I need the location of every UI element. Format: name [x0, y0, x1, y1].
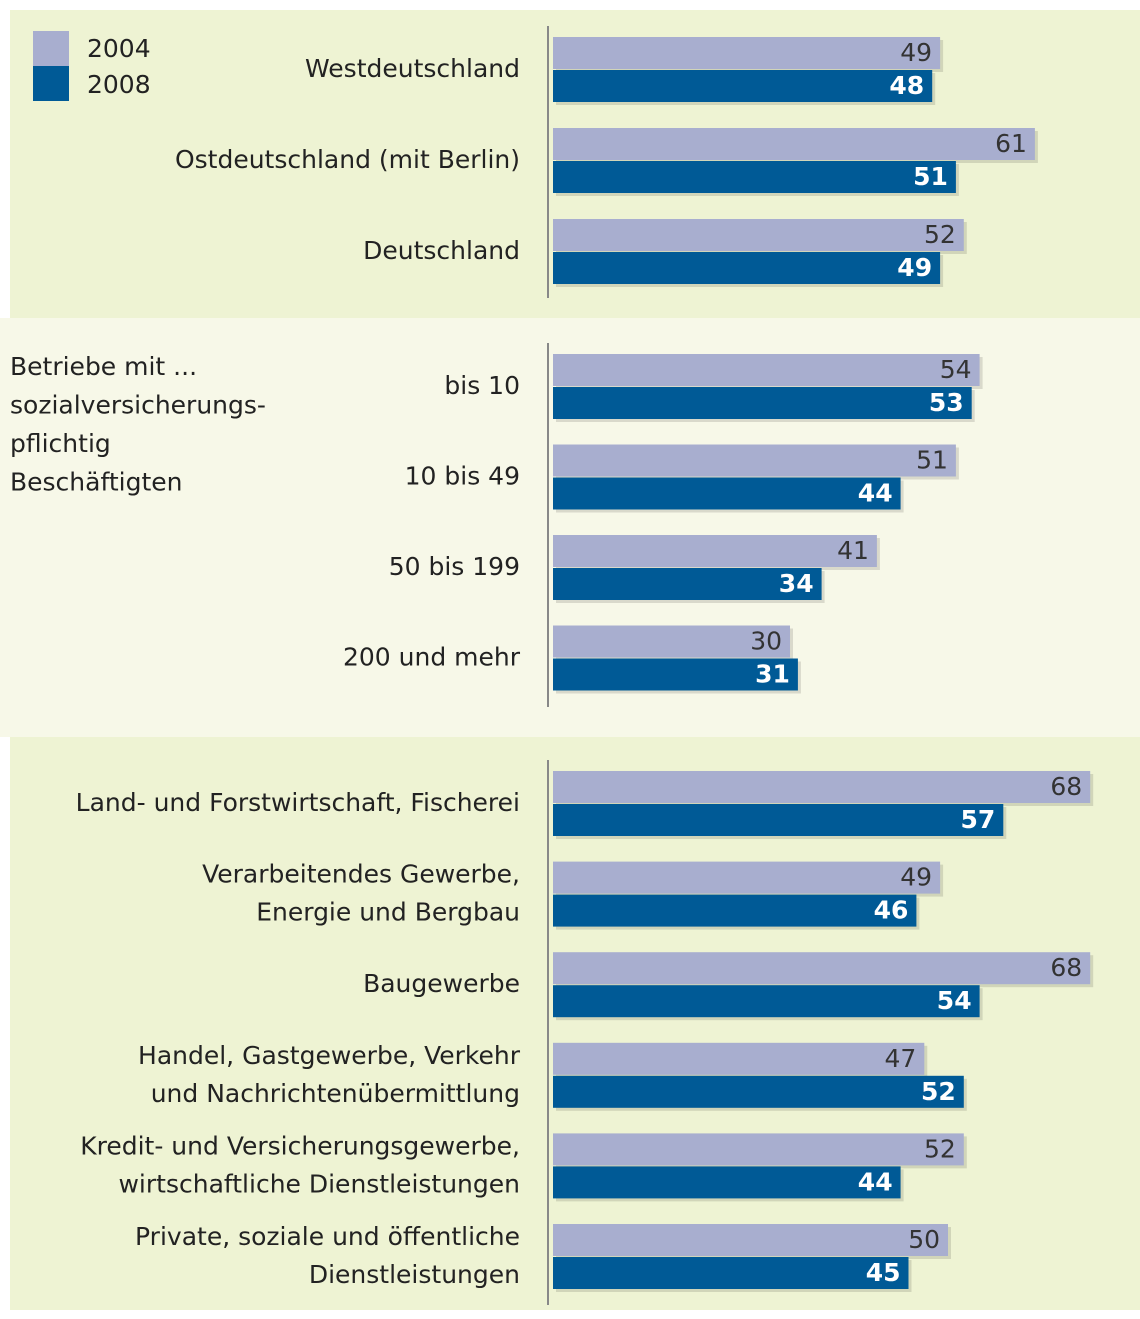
bar	[553, 568, 822, 600]
value-label: 49	[897, 253, 932, 282]
bar	[553, 658, 798, 691]
value-label: 45	[866, 1258, 901, 1287]
value-label: 52	[924, 1134, 956, 1163]
value-label: 51	[916, 446, 948, 475]
bar	[553, 1075, 964, 1108]
bar	[553, 985, 980, 1018]
value-label: 54	[940, 355, 972, 384]
value-label: 61	[995, 129, 1027, 158]
category-label: 10 bis 49	[405, 462, 520, 491]
bar	[553, 252, 941, 284]
bar	[553, 128, 1035, 160]
bar	[553, 444, 956, 477]
value-label: 50	[908, 1225, 940, 1254]
bar	[553, 1042, 925, 1075]
bar	[553, 861, 941, 894]
value-label: 46	[874, 896, 909, 925]
bar	[553, 771, 1091, 803]
value-label: 57	[961, 805, 996, 834]
value-label: 49	[900, 863, 932, 892]
value-label: 44	[858, 479, 893, 508]
category-label: bis 10	[444, 371, 520, 400]
value-label: 52	[924, 220, 956, 249]
annotation: sozialversicherungs-	[10, 391, 266, 420]
bar	[553, 1166, 901, 1199]
category-label: und Nachrichtenübermittlung	[151, 1079, 520, 1108]
category-label: Dienstleistungen	[309, 1260, 520, 1289]
annotation: Beschäftigten	[10, 468, 182, 497]
category-label: 200 und mehr	[343, 643, 521, 672]
category-label: Ostdeutschland (mit Berlin)	[175, 145, 520, 174]
value-label: 47	[884, 1044, 916, 1073]
category-label: Baugewerbe	[363, 969, 520, 998]
annotation: Betriebe mit ...	[10, 352, 197, 381]
legend-label: 2008	[87, 70, 151, 99]
value-label: 53	[929, 388, 964, 417]
bar	[553, 894, 917, 927]
bar	[553, 387, 972, 419]
value-label: 51	[913, 162, 948, 191]
bar	[553, 37, 941, 69]
value-label: 41	[837, 536, 869, 565]
value-label: 52	[921, 1077, 956, 1106]
value-label: 68	[1050, 772, 1082, 801]
value-label: 30	[750, 627, 782, 656]
value-label: 44	[858, 1167, 893, 1196]
value-label: 34	[779, 569, 814, 598]
bar	[553, 354, 980, 386]
category-label: Land- und Forstwirtschaft, Fischerei	[76, 788, 520, 817]
bar	[553, 1224, 948, 1256]
value-label: 68	[1050, 953, 1082, 982]
value-label: 54	[937, 986, 972, 1015]
bar	[553, 1133, 964, 1166]
annotation: pflichtig	[10, 429, 111, 458]
category-label: Private, soziale und öffentliche	[135, 1222, 520, 1251]
bar	[553, 70, 933, 102]
category-label: 50 bis 199	[389, 552, 520, 581]
category-label: Kredit- und Versicherungsgewerbe,	[80, 1131, 520, 1160]
bar	[553, 477, 901, 510]
legend-label: 2004	[87, 34, 151, 63]
bar	[553, 804, 1004, 836]
legend-swatch	[33, 31, 69, 66]
category-label: wirtschaftliche Dienstleistungen	[118, 1169, 520, 1198]
legend-swatch	[33, 66, 69, 101]
value-label: 31	[755, 660, 790, 689]
bar	[553, 219, 964, 251]
bar	[553, 625, 790, 658]
category-label: Verarbeitendes Gewerbe,	[202, 860, 520, 889]
bar	[553, 161, 956, 193]
value-label: 48	[889, 71, 924, 100]
bar	[553, 1257, 909, 1289]
bar	[553, 535, 877, 567]
category-label: Westdeutschland	[305, 54, 520, 83]
category-label: Energie und Bergbau	[256, 898, 520, 927]
bar	[553, 952, 1091, 985]
category-label: Handel, Gastgewerbe, Verkehr	[138, 1041, 521, 1070]
value-label: 49	[900, 38, 932, 67]
category-label: Deutschland	[363, 236, 520, 265]
